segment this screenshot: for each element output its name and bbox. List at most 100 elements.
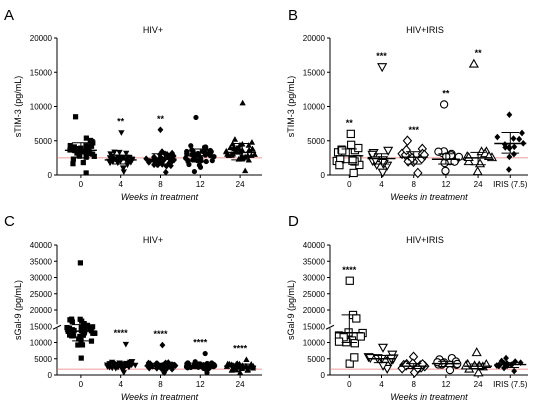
y-tick-label: 15000 <box>303 322 326 331</box>
data-point <box>439 100 449 109</box>
data-point <box>402 135 413 147</box>
data-point <box>248 139 256 145</box>
data-point <box>239 153 246 160</box>
data-point <box>122 341 130 348</box>
y-tick-label: 10000 <box>303 339 326 348</box>
y-axis-label: sTIM-3 (pg/mL) <box>286 76 296 138</box>
x-tick-label: 0 <box>347 180 352 189</box>
panel-letter: B <box>288 7 298 24</box>
data-point <box>243 356 250 362</box>
significance-label: **** <box>233 344 248 354</box>
data-point <box>251 151 258 157</box>
x-axis-label: Weeks in treatment <box>121 192 199 202</box>
data-point <box>77 260 84 266</box>
x-tick-label: IRIS (7.5) <box>493 380 528 389</box>
data-point <box>352 314 361 323</box>
panel-letter: D <box>288 213 299 230</box>
axis-break-gap <box>53 324 61 329</box>
data-point <box>338 146 347 155</box>
significance-label: **** <box>193 338 208 348</box>
x-axis-label: Weeks in treatment <box>390 192 468 202</box>
axis-break-gap <box>326 324 334 329</box>
data-point <box>339 333 348 342</box>
y-tick-label: 35000 <box>30 257 53 266</box>
data-point <box>87 151 93 157</box>
data-point <box>228 152 235 158</box>
x-axis-label: Weeks in treatment <box>121 392 199 402</box>
panel-c: C HIV+ 0 5000 10000 15000 20000 25000 30000 35000… <box>4 213 262 402</box>
data-point <box>77 333 83 340</box>
significance-label: *** <box>408 125 419 135</box>
x-tick-label: 0 <box>79 180 84 189</box>
x-tick-label: 4 <box>118 180 123 189</box>
y-tick-label: 0 <box>48 371 53 380</box>
data-point <box>506 111 513 119</box>
data-point <box>346 129 355 139</box>
data-point <box>170 361 177 369</box>
data-point <box>345 359 354 368</box>
data-point <box>245 142 252 148</box>
data-point <box>123 150 130 157</box>
y-tick-label: 20000 <box>30 306 53 315</box>
data-point <box>118 130 125 136</box>
data-point <box>116 149 123 156</box>
y-tick-label: 30000 <box>303 274 326 283</box>
data-point <box>349 168 358 178</box>
data-point <box>471 347 482 357</box>
data-point <box>77 316 83 322</box>
y-tick-label: 15000 <box>303 68 326 77</box>
data-point <box>231 365 239 371</box>
y-tick-label: 20000 <box>303 34 326 43</box>
x-tick-label: 12 <box>441 180 450 189</box>
y-tick-label: 10000 <box>303 103 326 112</box>
significance-label: **** <box>114 328 129 338</box>
data-point <box>401 144 412 156</box>
x-tick-label: 12 <box>196 180 205 189</box>
data-point <box>242 167 249 174</box>
x-tick-label: IRIS (7.5) <box>493 180 528 189</box>
data-point <box>88 338 95 344</box>
y-axis-label: sTIM-3 (pg/mL) <box>13 76 23 138</box>
data-point <box>474 158 486 168</box>
data-point <box>244 367 251 373</box>
x-tick-label: 8 <box>411 180 416 189</box>
y-tick-label: 10000 <box>30 339 53 348</box>
data-point <box>506 153 513 161</box>
x-tick-label: 4 <box>379 180 384 189</box>
x-tick-label: 8 <box>158 180 163 189</box>
significance-label: ** <box>157 114 165 124</box>
y-tick-label: 35000 <box>303 257 326 266</box>
y-tick-label: 0 <box>321 371 326 380</box>
panel-a: A HIV+ 0 5000 10000 15000 20000 sTIM-3 (pg/mL) W… <box>4 7 262 202</box>
data-point <box>80 159 86 166</box>
panel-title: HIV+ <box>143 235 163 245</box>
data-point <box>249 145 256 152</box>
y-tick-label: 25000 <box>303 290 326 299</box>
axis-break-mark <box>52 324 62 330</box>
significance-label: *** <box>376 51 387 61</box>
data-point <box>244 152 251 158</box>
data-point <box>239 99 246 106</box>
y-tick-label: 5000 <box>34 137 52 146</box>
data-point <box>70 161 76 167</box>
data-point <box>356 332 365 341</box>
y-axis-label: sGal-9 (pg/mL) <box>13 280 23 340</box>
data-point <box>433 358 442 367</box>
y-tick-label: 20000 <box>30 34 53 43</box>
y-tick-label: 25000 <box>30 290 53 299</box>
data-point <box>463 152 474 162</box>
significance-label: ** <box>442 88 450 98</box>
data-point <box>162 168 169 176</box>
significance-label: ** <box>346 118 354 128</box>
data-point <box>231 136 239 142</box>
data-point <box>202 350 208 357</box>
x-tick-label: 0 <box>79 380 84 389</box>
data-point <box>516 135 523 143</box>
data-point <box>191 168 198 175</box>
data-point <box>377 168 388 178</box>
data-point <box>505 166 512 173</box>
x-tick-label: 4 <box>118 380 123 389</box>
x-tick-label: 4 <box>379 380 384 389</box>
data-point <box>354 143 363 153</box>
data-point <box>78 355 84 361</box>
